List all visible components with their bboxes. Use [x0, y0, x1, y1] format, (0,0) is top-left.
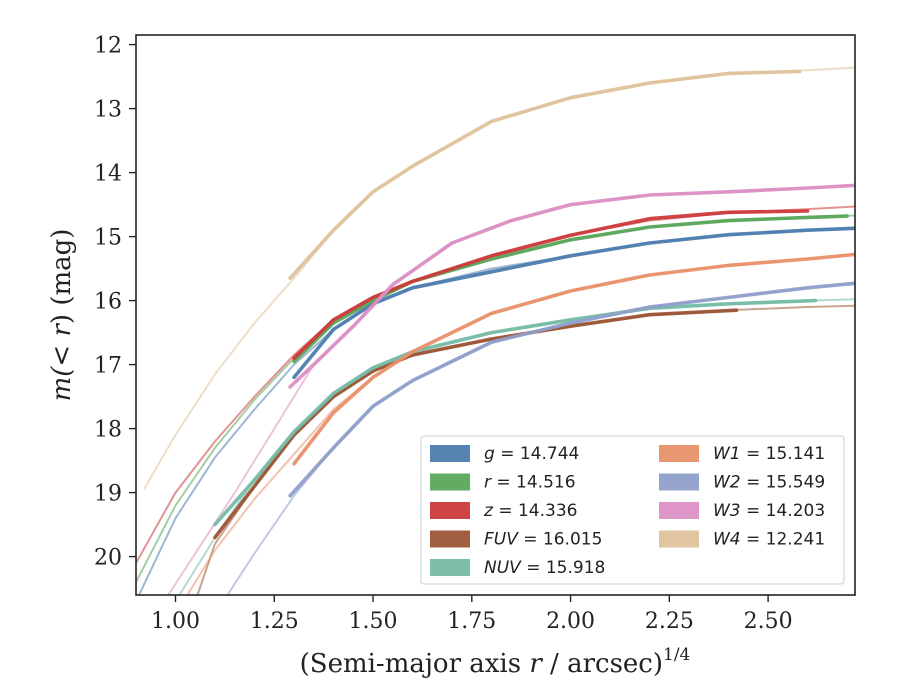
x-axis-label: (Semi-major axis r / arcsec)1/4	[300, 645, 691, 679]
y-tick-label: 16	[94, 290, 122, 315]
bold-curves	[213, 69, 855, 540]
legend-swatch-w2	[659, 473, 699, 491]
legend-swatch-w3	[659, 502, 699, 519]
x-tick-label: 1.00	[151, 609, 200, 634]
y-axis: 12 13 14 15 16 17 18 19 20	[94, 34, 136, 571]
legend-label-nuv: NUV = 15.918	[484, 558, 605, 578]
series-line-w4	[288, 69, 802, 281]
legend-swatch-r	[430, 473, 470, 491]
legend-label-g: g = 14.744	[484, 444, 579, 464]
legend-swatch-w4	[659, 530, 699, 548]
series-line-z	[292, 209, 810, 361]
x-tick-label: 2.50	[744, 609, 793, 634]
legend-box	[420, 435, 845, 585]
x-tick-label: 1.75	[447, 609, 496, 634]
y-tick-label: 15	[94, 226, 122, 251]
x-tick-label: 1.50	[349, 609, 398, 634]
x-tick-label: 1.25	[250, 609, 299, 634]
y-axis-label: m(< r) (mag)	[47, 229, 77, 402]
legend-label-r: r = 14.516	[484, 473, 576, 493]
y-tick-label: 20	[94, 546, 122, 571]
legend-swatch-z	[430, 502, 470, 519]
series-line-r	[292, 214, 849, 364]
series-line-w3	[288, 183, 855, 389]
series-line-w1	[292, 252, 855, 466]
legend-label-w3: W3 = 14.203	[713, 501, 825, 521]
x-tick-label: 2.00	[546, 609, 595, 634]
legend: g = 14.744 r = 14.516 z = 14.336 FUV = 16.0…	[420, 435, 845, 585]
series-line-w2	[288, 281, 855, 498]
y-tick-label: 12	[94, 34, 122, 59]
x-tick-label: 2.25	[645, 609, 694, 634]
legend-swatch-w1	[659, 445, 699, 462]
plot-frame	[135, 34, 856, 596]
y-tick-label: 13	[94, 98, 122, 123]
legend-label-w4: W4 = 12.241	[713, 530, 825, 550]
legend-label-w2: W2 = 15.549	[713, 473, 825, 493]
legend-label-z: z = 14.336	[483, 501, 577, 521]
x-axis: 1.00 1.25 1.50 1.75 2.00 2.25 2.50	[151, 595, 793, 634]
y-tick-label: 14	[94, 162, 122, 187]
legend-swatch-g	[430, 445, 470, 462]
legend-swatch-fuv	[430, 530, 470, 548]
y-tick-label: 19	[94, 482, 122, 507]
y-tick-label: 18	[94, 418, 122, 443]
series-line-g	[292, 226, 855, 380]
y-tick-label: 17	[94, 354, 122, 379]
legend-label-w1: W1 = 15.141	[713, 444, 825, 464]
legend-swatch-nuv	[430, 559, 470, 576]
legend-label-fuv: FUV = 16.015	[484, 530, 602, 550]
